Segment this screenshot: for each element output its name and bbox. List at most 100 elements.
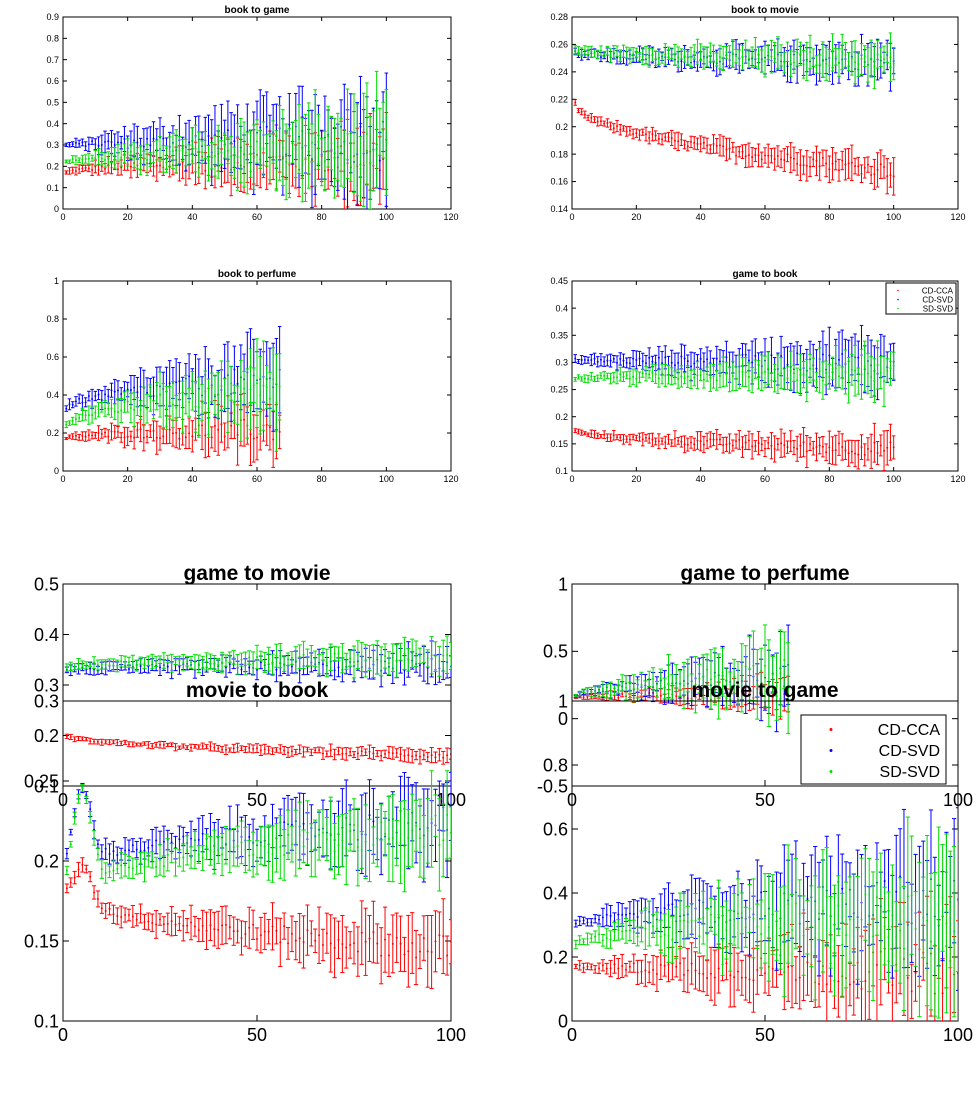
data-point [828,64,831,67]
data-point [84,435,87,438]
data-point [792,61,795,64]
data-point [71,169,74,172]
data-point [850,450,853,453]
data-point [146,407,149,410]
data-point [712,52,715,55]
data-point [764,447,766,450]
x-tick-label: 40 [187,212,197,222]
data-point [74,400,77,403]
data-point [133,436,136,439]
data-point [123,401,126,404]
data-point [783,378,786,381]
data-point [174,746,177,749]
data-point [84,166,87,169]
data-point [796,352,799,355]
data-point [191,435,194,438]
data-point [735,55,738,58]
data-point [651,360,654,363]
data-point [651,133,654,136]
data-point [696,374,699,377]
data-point [155,395,158,398]
data-point [191,144,194,147]
data-point [863,55,866,58]
data-point [233,403,236,406]
data-point [197,746,200,749]
data-point [104,740,107,743]
data-point [648,56,651,59]
data-point [583,432,586,435]
data-point [233,368,236,371]
data-point [706,144,709,147]
data-point [175,406,178,409]
data-point [81,737,84,740]
data-point [635,436,638,439]
data-point [256,382,258,385]
data-point [837,375,840,378]
data-point [767,154,770,157]
data-point [609,359,612,362]
data-point [233,140,236,143]
data-point [230,155,233,158]
data-point [298,748,301,751]
data-point [213,155,216,158]
data-point [693,376,696,379]
data-point [380,754,383,757]
data-point [78,168,81,171]
data-point [673,139,676,142]
data-point [773,158,776,161]
data-point [587,359,590,362]
data-point [847,60,850,63]
x-tick-label: 80 [824,474,834,484]
data-point [217,394,220,397]
data-point [857,453,860,456]
data-point [879,371,882,374]
data-point [622,359,625,362]
data-point [139,159,142,162]
data-point [333,753,336,756]
data-point [100,406,103,409]
x-tick-label: 120 [950,474,965,484]
data-point [368,750,371,753]
data-point [239,399,242,402]
data-point [155,436,158,439]
data-point [87,434,90,437]
data-point [870,57,873,60]
data-point [213,424,216,427]
data-point [220,423,223,426]
data-point [327,169,330,172]
x-tick-label: 0 [60,474,65,484]
data-point [171,403,174,406]
data-point [741,150,744,153]
data-point [693,443,696,446]
data-point [133,386,136,389]
data-point [677,140,680,143]
data-point [644,362,647,365]
data-point [587,378,590,381]
data-point [638,357,641,360]
data-point [783,444,786,447]
data-point [651,438,654,441]
data-point [136,391,139,394]
data-point [365,132,368,135]
data-point [690,365,693,368]
y-tick-label: 0.6 [46,352,59,362]
data-point [136,157,139,160]
data-point [580,110,583,113]
y-tick-label: 0.8 [46,33,59,43]
x-tick-label: 50 [247,790,267,810]
data-point [78,397,81,400]
data-point [638,55,641,58]
data-point [139,385,142,388]
data-point [751,56,754,59]
data-point [728,147,731,150]
data-point [104,140,107,143]
series-sd-svd [573,32,896,90]
data-point [757,442,760,445]
data-point [116,152,119,155]
x-tick-label: 40 [187,474,197,484]
data-point [596,377,599,380]
data-point [204,169,207,172]
data-point [854,61,857,64]
data-point [673,376,676,379]
data-point [664,441,667,444]
